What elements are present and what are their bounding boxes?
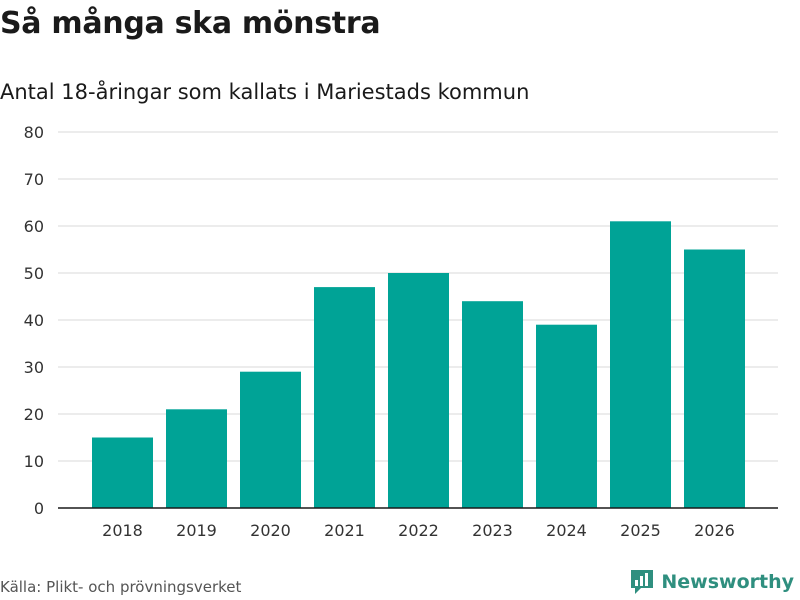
y-tick-label: 70 bbox=[24, 170, 44, 189]
y-tick-label: 10 bbox=[24, 452, 44, 471]
bar-2020 bbox=[240, 371, 301, 508]
y-tick-label: 30 bbox=[24, 358, 44, 377]
bar-2025 bbox=[610, 221, 671, 509]
y-tick-label: 20 bbox=[24, 405, 44, 424]
y-tick-label: 50 bbox=[24, 264, 44, 283]
bar-2023 bbox=[462, 301, 523, 508]
bar-2024 bbox=[536, 324, 597, 508]
x-tick-label: 2026 bbox=[694, 521, 735, 540]
x-tick-label: 2022 bbox=[398, 521, 439, 540]
bars bbox=[92, 221, 745, 509]
bar-2021 bbox=[314, 287, 375, 508]
x-tick-label: 2021 bbox=[324, 521, 365, 540]
chart-subtitle: Antal 18-åringar som kallats i Mariestad… bbox=[0, 80, 530, 104]
x-tick-label: 2025 bbox=[620, 521, 661, 540]
y-axis-ticks: 0 10 20 30 40 50 60 70 80 bbox=[24, 123, 44, 518]
newsworthy-logo-icon bbox=[631, 570, 654, 594]
brand-logo: Newsworthy bbox=[629, 568, 794, 596]
y-tick-label: 80 bbox=[24, 123, 44, 142]
y-tick-label: 0 bbox=[34, 499, 44, 518]
chart-title: Så många ska mönstra bbox=[0, 6, 381, 41]
y-tick-label: 60 bbox=[24, 217, 44, 236]
bar-2018 bbox=[92, 437, 153, 508]
x-axis-ticks: 2018 2019 2020 2021 2022 2023 2024 2025 2026 bbox=[102, 521, 735, 540]
bar-2026 bbox=[684, 249, 745, 508]
x-tick-label: 2020 bbox=[250, 521, 291, 540]
source-note: Källa: Plikt- och prövningsverket bbox=[0, 578, 242, 596]
bar-2019 bbox=[166, 409, 227, 508]
x-tick-label: 2023 bbox=[472, 521, 513, 540]
x-tick-label: 2019 bbox=[176, 521, 217, 540]
brand-name: Newsworthy bbox=[661, 571, 794, 593]
bar-2022 bbox=[388, 273, 449, 508]
x-tick-label: 2024 bbox=[546, 521, 587, 540]
y-tick-label: 40 bbox=[24, 311, 44, 330]
x-tick-label: 2018 bbox=[102, 521, 143, 540]
